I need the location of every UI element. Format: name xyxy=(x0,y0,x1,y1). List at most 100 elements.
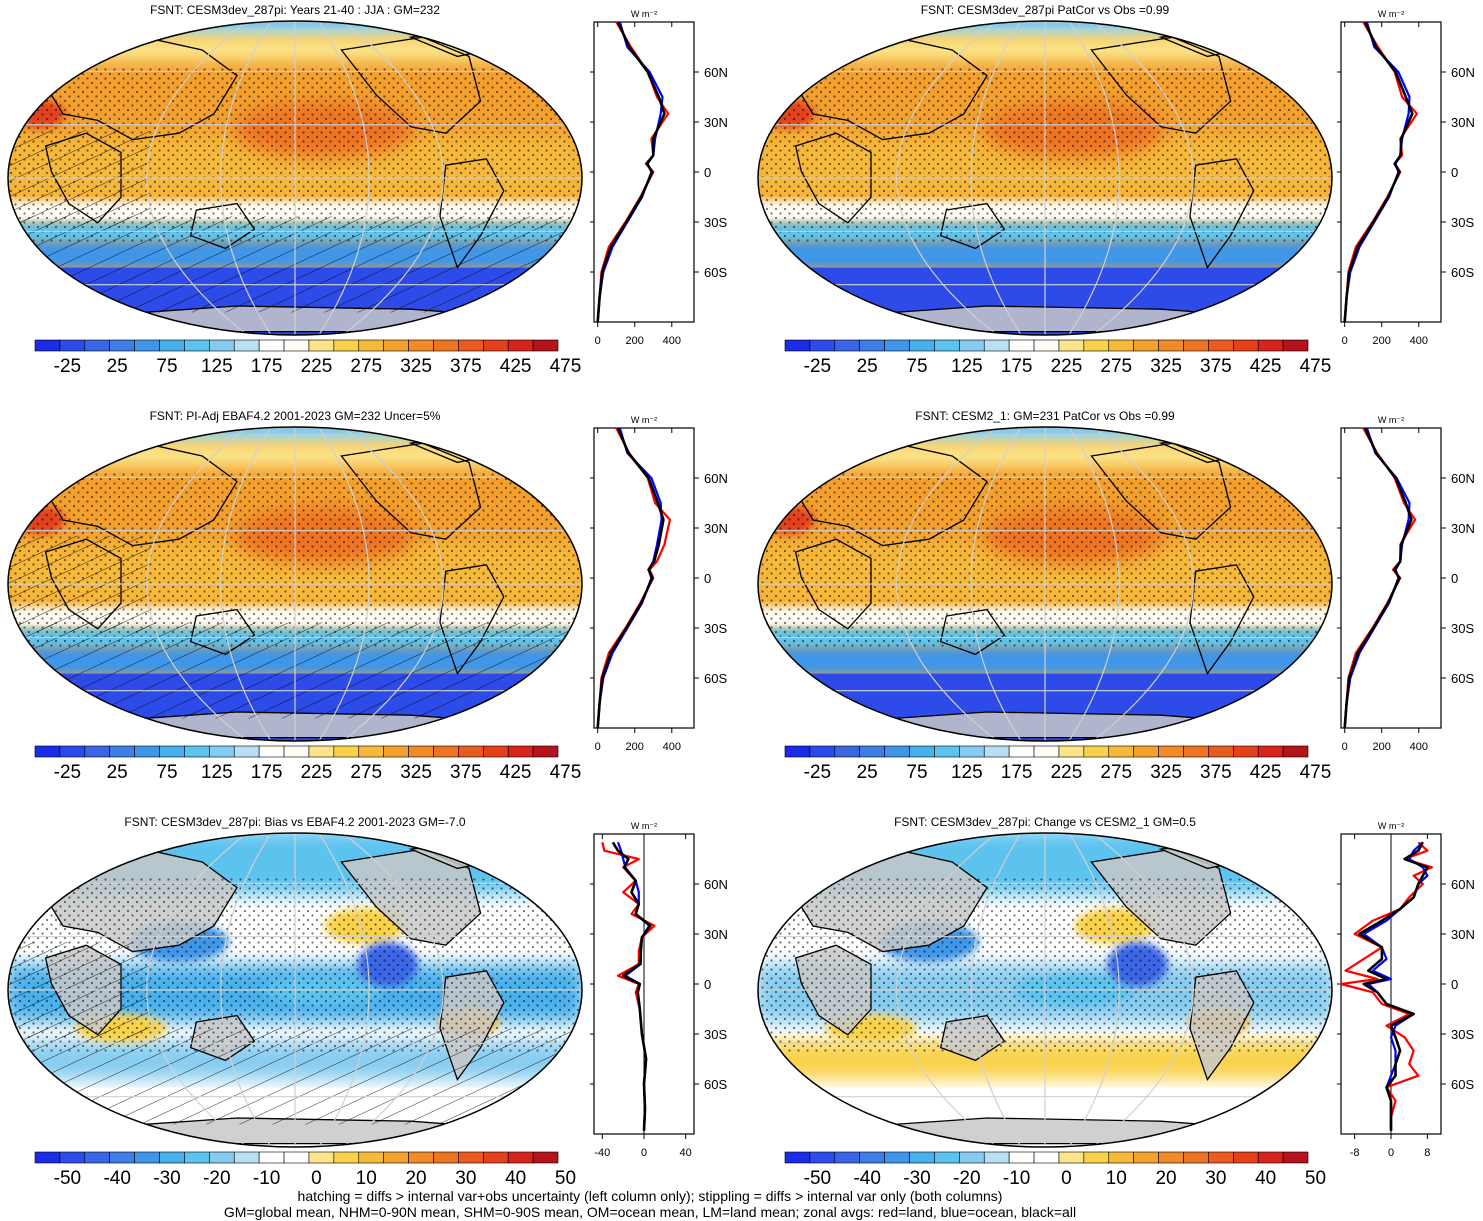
colorbar-swatch xyxy=(458,745,484,758)
panel-1: FSNT: CESM3dev_287pi: Years 21-40 : JJA … xyxy=(7,3,728,377)
colorbar-tick-label: 40 xyxy=(505,1168,526,1189)
colorbar-tick-label: 425 xyxy=(1250,356,1282,377)
colorbar-swatch xyxy=(134,1151,160,1164)
profile-units: W m⁻² xyxy=(1378,9,1404,19)
graticule-lon xyxy=(220,833,272,1147)
colorbar-swatch xyxy=(184,745,210,758)
colorbar-tick-label: 275 xyxy=(350,356,382,377)
zonal-line-ocean xyxy=(1362,841,1429,1131)
colorbar-swatch xyxy=(184,1151,210,1164)
colorbar-swatch xyxy=(784,745,811,758)
profile-lat-label: 30S xyxy=(1451,1027,1474,1042)
graticule-lon xyxy=(970,833,1022,1147)
colorbar-swatch xyxy=(433,745,459,758)
colorbar-swatch xyxy=(884,339,910,352)
colorbar-swatch xyxy=(983,339,1010,352)
colorbar-swatch xyxy=(934,339,960,352)
colorbar-swatch xyxy=(358,339,384,352)
profile-lat-label: 30S xyxy=(704,215,727,230)
colorbar-tick-label: 30 xyxy=(455,1168,476,1189)
colorbar-tick-label: 225 xyxy=(301,762,333,783)
colorbar-tick-label: 225 xyxy=(301,356,333,377)
colorbar-tick-label: 175 xyxy=(251,356,283,377)
colorbar-swatch xyxy=(283,1151,310,1164)
colorbar-swatch xyxy=(1257,745,1284,758)
profile-lat-label: 60S xyxy=(704,671,727,686)
map-field xyxy=(758,427,1332,741)
colorbar-swatch xyxy=(233,745,260,758)
colorbar-tick-label: 325 xyxy=(400,762,432,783)
colorbar-swatch xyxy=(134,745,160,758)
colorbar-tick-label: 375 xyxy=(1200,356,1232,377)
colorbar-tick-label: -10 xyxy=(1003,1168,1030,1189)
colorbar-swatch xyxy=(84,1151,111,1164)
profile-lat-label: 60S xyxy=(704,1077,727,1092)
colorbar-swatch xyxy=(1008,745,1035,758)
colorbar-swatch xyxy=(1033,339,1060,352)
colorbar-swatch xyxy=(1232,1151,1259,1164)
colorbar-tick-label: -50 xyxy=(54,1168,81,1189)
profile-lat-label: 60S xyxy=(704,265,727,280)
colorbar-swatch xyxy=(809,339,836,352)
map-border xyxy=(7,426,583,742)
colorbar-swatch xyxy=(408,745,434,758)
colorbar-tick-label: 475 xyxy=(1300,762,1332,783)
colorbar-swatch xyxy=(532,745,559,758)
graticule-lon xyxy=(318,427,370,741)
colorbar-swatch xyxy=(258,1151,285,1164)
colorbar-swatch xyxy=(433,339,459,352)
colorbar-swatch xyxy=(1183,339,1209,352)
colorbar-swatch xyxy=(184,339,210,352)
colorbar-swatch xyxy=(532,339,559,352)
graticule-lon xyxy=(220,427,272,741)
colorbar-swatch xyxy=(1208,745,1234,758)
profile-units: W m⁻² xyxy=(631,415,657,425)
colorbar-tick-label: 325 xyxy=(400,356,432,377)
profile-units: W m⁻² xyxy=(1378,415,1404,425)
colorbar-swatch xyxy=(784,339,811,352)
panel-title: FSNT: CESM2_1: GM=231 PatCor vs Obs =0.9… xyxy=(915,409,1175,423)
profile-lat-label: 0 xyxy=(704,571,711,586)
colorbar-tick-label: 475 xyxy=(550,356,582,377)
colorbar-tick-label: 175 xyxy=(1001,356,1033,377)
graticule-lon xyxy=(220,21,272,335)
profile-x-label: 400 xyxy=(1410,741,1428,753)
colorbar-swatch xyxy=(859,339,885,352)
colorbar-swatch xyxy=(333,745,360,758)
zonal-line-all xyxy=(611,841,652,1131)
colorbar-swatch xyxy=(109,1151,135,1164)
profile-lat-label: 60S xyxy=(1451,671,1474,686)
colorbar-swatch xyxy=(209,1151,235,1164)
colorbar-tick-label: 25 xyxy=(107,356,128,377)
zonal-line-all xyxy=(1343,427,1413,729)
colorbar-tick-label: -20 xyxy=(203,1168,230,1189)
colorbar-tick-label: 175 xyxy=(251,762,283,783)
colorbar-swatch xyxy=(1282,1151,1309,1164)
graticule-lon xyxy=(318,833,370,1147)
colorbar-swatch xyxy=(283,339,310,352)
zonal-line-all xyxy=(1357,841,1429,1131)
zonal-line-land xyxy=(1343,427,1417,729)
graticule-lon xyxy=(970,21,1022,335)
profile-lat-label: 30N xyxy=(1451,521,1475,536)
colorbar-tick-label: -40 xyxy=(853,1168,880,1189)
colorbar-tick-label: 50 xyxy=(1305,1168,1326,1189)
colorbar-swatch xyxy=(308,1151,335,1164)
graticule-lon xyxy=(146,21,248,335)
colorbar-swatch xyxy=(959,745,985,758)
profile-lat-label: 0 xyxy=(1451,165,1458,180)
colorbar-tick-label: -25 xyxy=(804,356,831,377)
graticule-lon xyxy=(1068,21,1120,335)
colorbar-tick-label: 275 xyxy=(350,762,382,783)
panel-title: FSNT: PI-Adj EBAF4.2 2001-2023 GM=232 Un… xyxy=(150,409,441,423)
footer-note: hatching = diffs > internal var+obs unce… xyxy=(0,1188,1300,1220)
map-field xyxy=(8,21,582,335)
colorbar-swatch xyxy=(1158,1151,1184,1164)
colorbar-swatch xyxy=(209,745,235,758)
profile-lat-label: 60N xyxy=(704,471,728,486)
colorbar-swatch xyxy=(1158,745,1184,758)
colorbar-swatch xyxy=(134,339,160,352)
profile-x-label: 0 xyxy=(1342,335,1348,347)
colorbar-swatch xyxy=(532,1151,559,1164)
colorbar-swatch xyxy=(507,1151,534,1164)
